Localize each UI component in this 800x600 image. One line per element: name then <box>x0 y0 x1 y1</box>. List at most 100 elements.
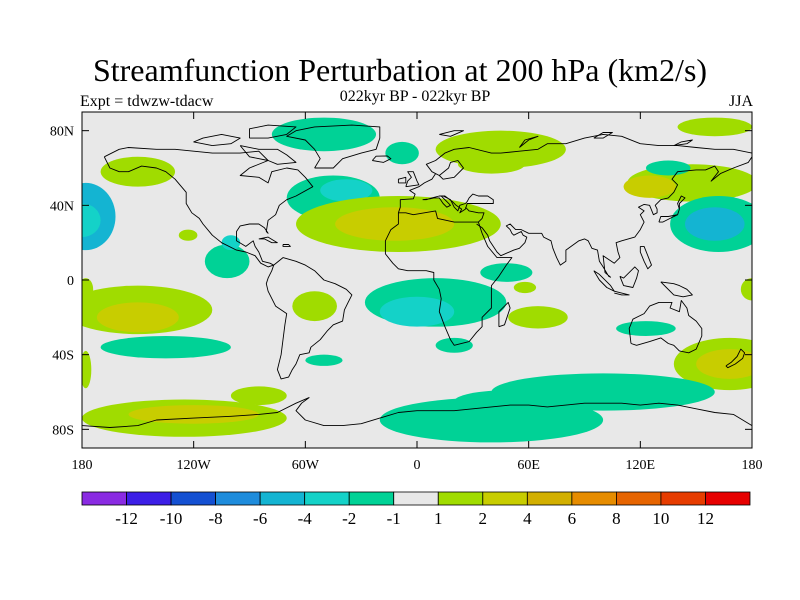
field-region <box>740 278 752 301</box>
colorbar-label: -4 <box>298 509 313 528</box>
coastline <box>239 145 297 165</box>
field-region <box>623 175 676 198</box>
colorbar-swatch <box>304 491 350 506</box>
colorbar-swatch <box>437 491 484 506</box>
colorbar-swatch <box>348 491 395 506</box>
lon-tick-label: 120W <box>177 458 212 473</box>
coastline <box>258 236 278 244</box>
coastline <box>519 135 539 148</box>
field-region <box>128 405 259 424</box>
coastline <box>265 257 353 380</box>
field-region <box>305 354 343 366</box>
field-region <box>204 244 250 279</box>
coastline <box>658 195 686 223</box>
coastline <box>405 171 420 188</box>
colorbar-label: -2 <box>342 509 356 528</box>
field-region <box>96 302 179 333</box>
colorbar-swatch <box>616 491 662 506</box>
field-region <box>385 141 419 165</box>
field-region <box>178 229 198 241</box>
field-region <box>454 390 566 413</box>
coastline <box>465 206 485 223</box>
coastline <box>725 348 746 369</box>
page-title: Streamfunction Perturbation at 200 hPa (… <box>92 52 708 88</box>
coastline <box>193 133 241 147</box>
lon-tick-label: 180 <box>742 458 763 473</box>
field-region <box>221 235 241 251</box>
coastline <box>476 156 752 278</box>
colorbar-label: -10 <box>160 509 183 528</box>
field-region <box>100 336 231 359</box>
coastline <box>82 397 752 428</box>
coastline <box>619 266 639 288</box>
coastline <box>498 301 511 328</box>
colorbar-swatch <box>126 491 172 506</box>
colorbar-swatch <box>215 491 261 506</box>
colorbar-swatch <box>660 491 706 506</box>
lat-tick-label: 40S <box>52 349 74 364</box>
lat-tick-label: 80S <box>52 423 74 438</box>
field-region <box>616 321 676 336</box>
field-region <box>82 350 92 389</box>
colorbar-label: -1 <box>387 509 401 528</box>
coastline <box>371 155 392 163</box>
field-region <box>696 349 752 379</box>
field-region <box>82 203 101 238</box>
field-region <box>335 207 455 241</box>
colorbar-label: -8 <box>209 509 223 528</box>
coastline <box>286 124 381 169</box>
lon-tick-label: 60E <box>517 458 540 473</box>
colorbar-label: 1 <box>434 509 443 528</box>
coastline <box>660 281 693 298</box>
colorbar-label: 10 <box>652 509 669 528</box>
colorbar-label: 12 <box>697 509 714 528</box>
lon-tick-label: 180 <box>72 458 93 473</box>
coastline <box>639 245 652 270</box>
colorbar-label: 6 <box>568 509 577 528</box>
coastline <box>628 300 703 354</box>
lat-tick-label: 80N <box>50 125 74 140</box>
field-region <box>379 296 455 327</box>
field-region <box>685 207 745 241</box>
coastline <box>673 139 693 147</box>
coastline <box>249 124 297 139</box>
colorbar-label: 8 <box>612 509 621 528</box>
coastline <box>593 132 613 139</box>
lon-tick-label: 120E <box>626 458 656 473</box>
colorbar-label: 4 <box>523 509 532 528</box>
colorbar-swatch <box>393 491 439 506</box>
field-region <box>271 117 377 152</box>
colorbar-swatch <box>81 491 127 506</box>
coastline <box>439 130 464 137</box>
field-region <box>645 160 691 176</box>
season-label: JJA <box>728 93 753 110</box>
coastline <box>282 244 291 247</box>
lon-tick-label: 60W <box>292 458 320 473</box>
field-region <box>457 154 525 174</box>
coastline <box>397 133 752 213</box>
colorbar-label: -6 <box>253 509 267 528</box>
coastline <box>103 147 314 268</box>
period-label: 022kyr BP - 022kyr BP <box>339 88 491 105</box>
colorbar-label: -12 <box>115 509 138 528</box>
field-region <box>508 306 568 329</box>
colorbar-swatch <box>705 491 751 506</box>
lon-tick-label: 0 <box>414 458 421 473</box>
colorbar-swatch <box>259 491 306 506</box>
lat-tick-label: 0 <box>67 274 74 289</box>
colorbar-label: 2 <box>479 509 488 528</box>
field-region <box>677 117 752 137</box>
field-layer <box>82 117 752 443</box>
field-region <box>320 179 373 202</box>
field-region <box>100 156 176 187</box>
colorbar-swatch <box>526 491 573 506</box>
experiment-label: Expt = tdwzw-tdacw <box>80 93 214 110</box>
colorbar-swatch <box>170 491 216 506</box>
coastline <box>614 290 630 296</box>
colorbar-swatch <box>571 491 617 506</box>
field-region <box>292 291 337 322</box>
coastline <box>397 176 407 184</box>
coastline <box>422 193 494 214</box>
field-region <box>480 263 533 282</box>
